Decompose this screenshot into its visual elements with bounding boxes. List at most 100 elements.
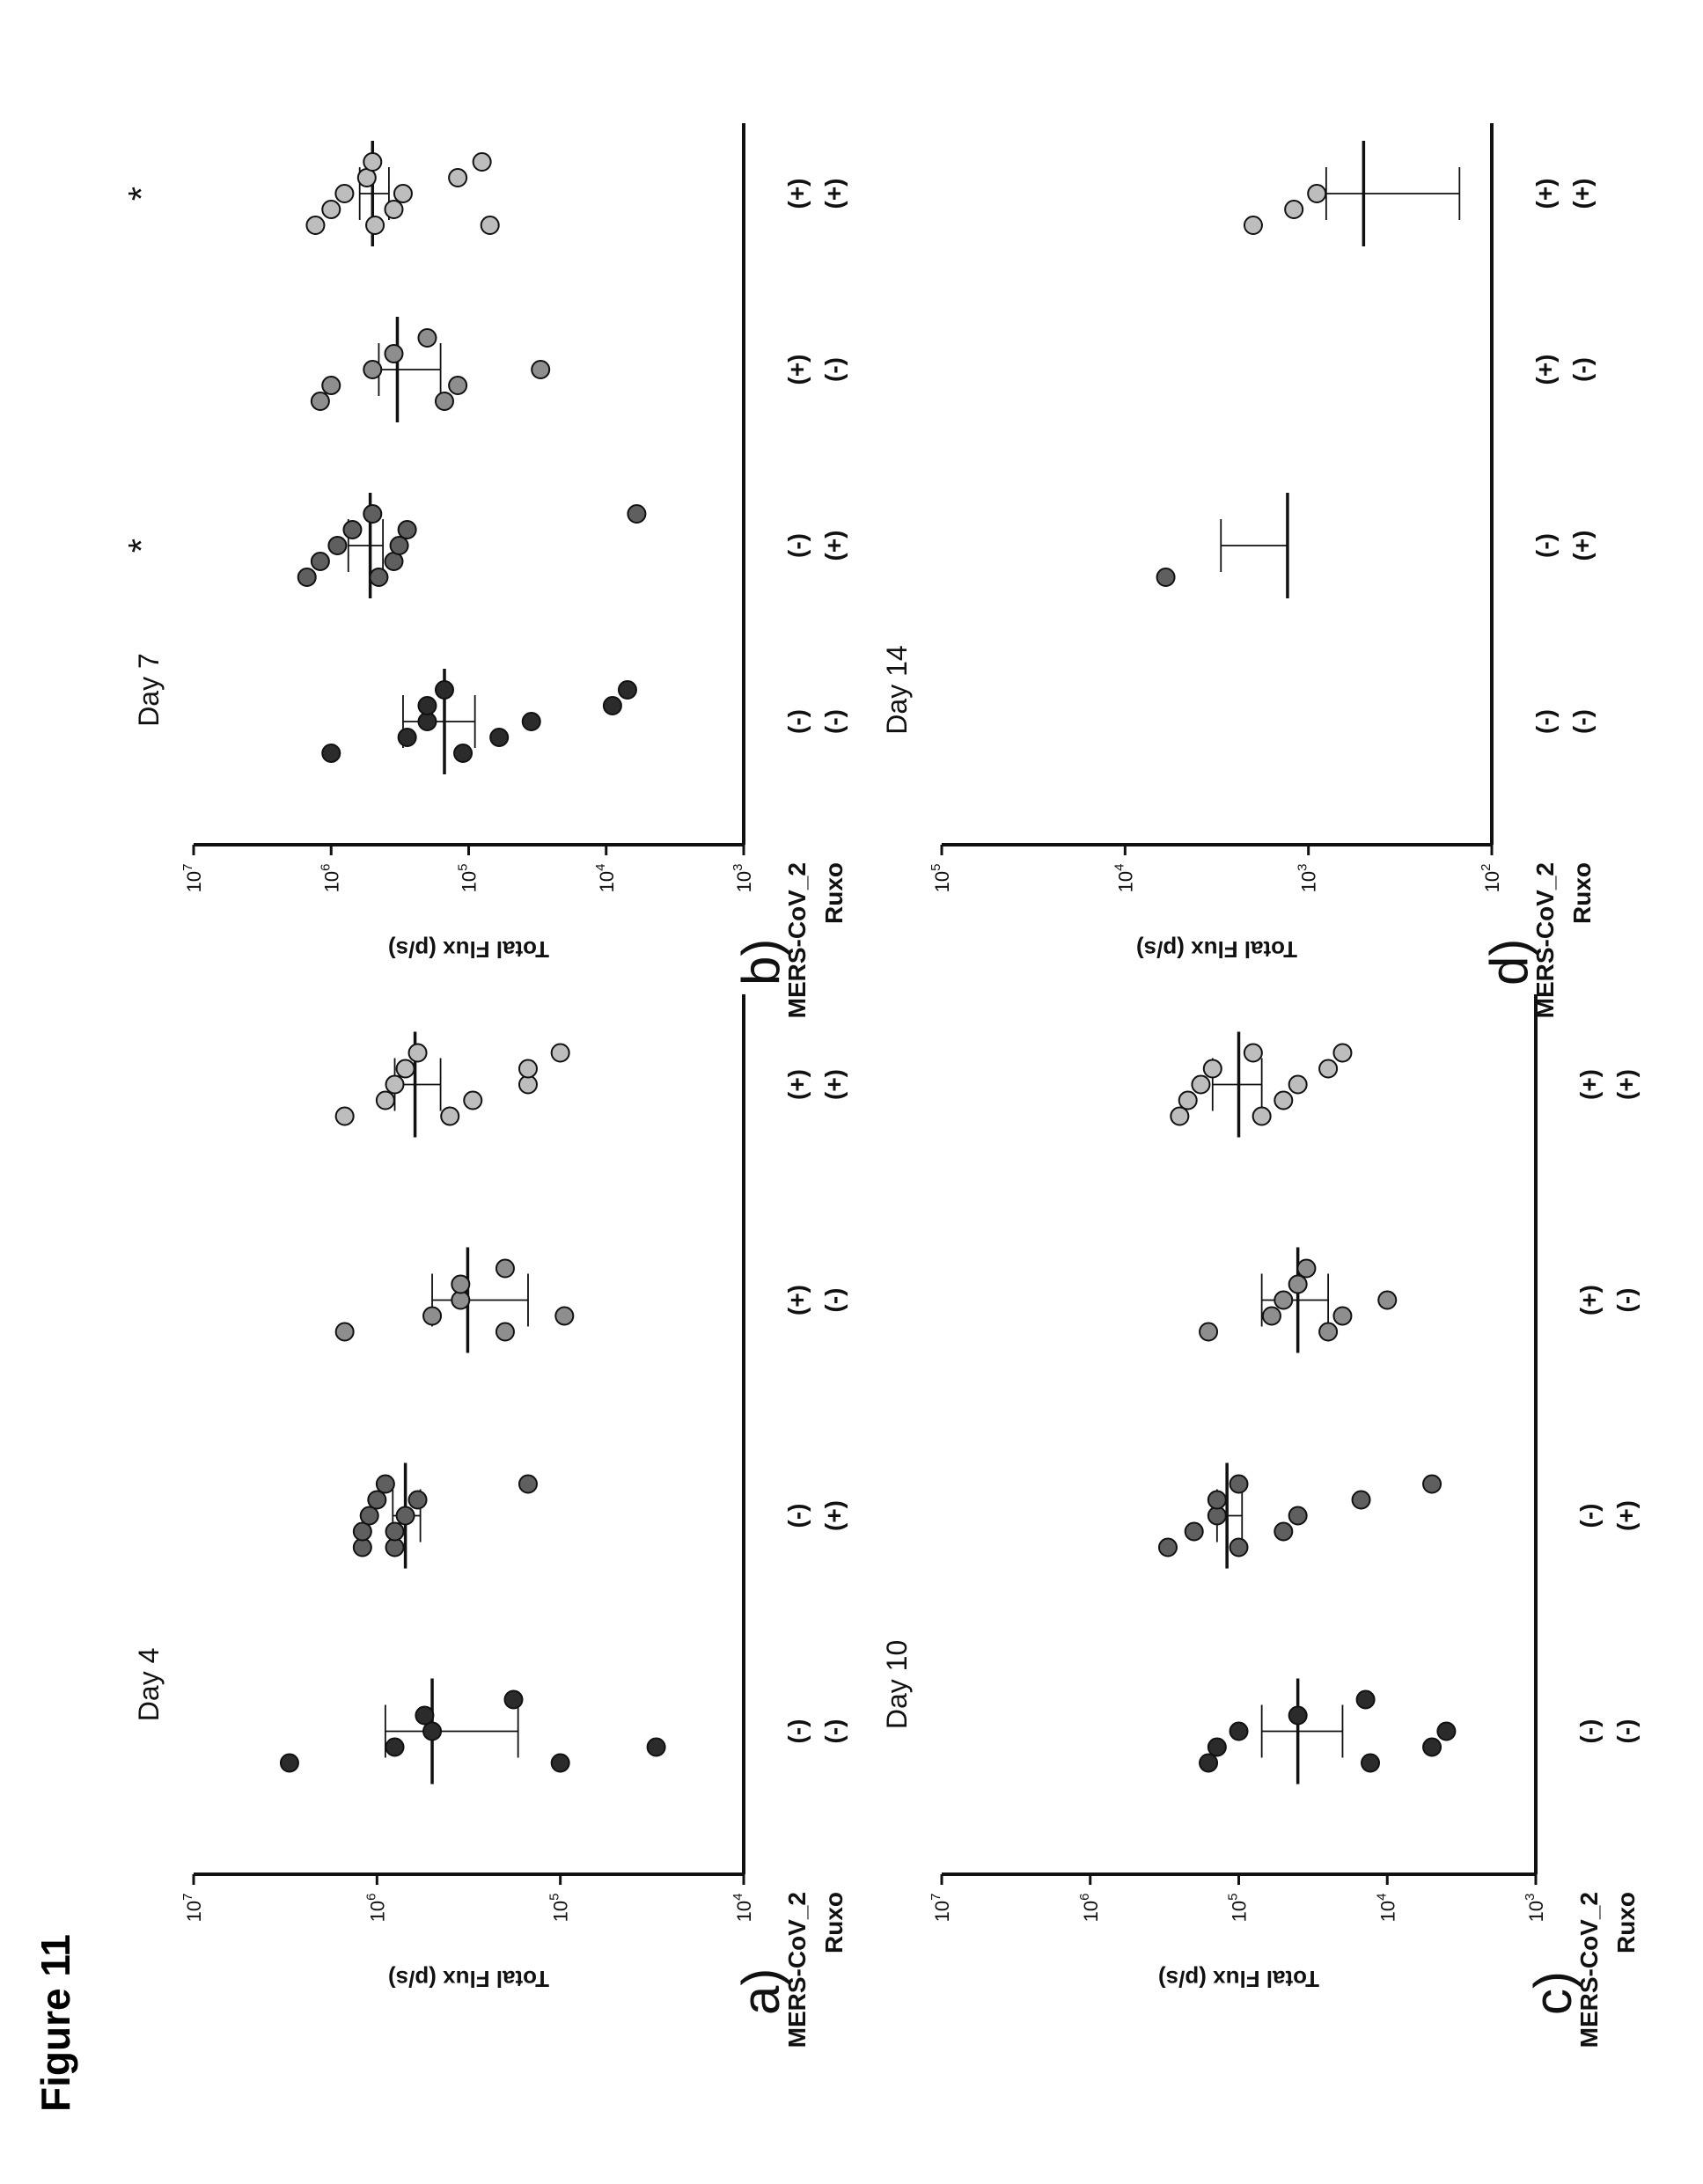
data-point [422,1306,443,1326]
row-label-ruxo: Ruxo [820,862,848,924]
ruxo-sign: (+) [1568,531,1596,561]
y-tick-label: 105 [547,1894,572,1923]
y-tick-label: 104 [1374,1894,1398,1923]
data-point [503,1689,524,1710]
data-point [375,1474,395,1494]
y-tick-label: 105 [929,864,953,893]
data-point [352,1521,372,1542]
mers-sign: (-) [783,1719,811,1744]
panel-a: 107 106 105 104 Total Flux (p/s) a) Day 4 MERS-… [133,994,848,2048]
significance-marker: * [121,187,162,201]
data-point [334,1322,355,1342]
data-point [367,1490,387,1510]
mers-sign: (+) [1531,179,1559,209]
data-point [1288,1705,1308,1726]
category-group: (-) (+) [1156,493,1596,598]
y-tick-label: 104 [1112,864,1136,893]
day-label: Day 4 [133,1648,165,1722]
y-tick-label: 106 [318,864,342,893]
data-point [1261,1306,1281,1326]
mers-sign: (+) [1575,1285,1603,1316]
row-label-ruxo: Ruxo [1612,1892,1640,1953]
y-tick-label: 107 [180,1894,205,1923]
data-point [385,1737,405,1757]
data-point [356,168,377,187]
data-point [434,392,454,411]
data-point [1191,1074,1211,1095]
mers-sign: (+) [783,1069,811,1100]
category-group: (+) (-) [334,1247,848,1353]
data-point [518,1474,538,1494]
data-point [1436,1721,1457,1741]
mers-sign: (-) [1575,1719,1603,1744]
panel-letter: d) [1479,939,1538,986]
y-axis-label: Total Flux (p/s) [388,936,549,963]
category-group: (-) (+) [1157,1462,1640,1569]
data-point [310,552,330,571]
data-point [305,216,326,235]
data-point [1157,1537,1178,1557]
data-point [518,1059,538,1079]
row-label-mers: MERS-CoV_2 [1531,862,1559,1018]
y-axis-label: Total Flux (p/s) [388,1966,549,1992]
panel-letter: a) [731,1968,790,2015]
ruxo-sign: (+) [1612,1500,1640,1531]
data-point [1307,184,1327,203]
data-point [1377,1290,1398,1310]
data-point [1199,1322,1219,1342]
y-tick-label: 102 [1479,864,1503,893]
ruxo-sign: (+) [820,1069,848,1100]
panel-c: 107 106 105 104 103 Total Flux (p/s) c) Day 10 M… [881,994,1640,2048]
y-tick-label: 104 [593,864,618,893]
data-point [617,680,637,700]
data-point [397,520,417,539]
data-point [646,1737,666,1757]
ruxo-sign: (-) [1612,1288,1640,1313]
y-tick-label: 105 [1226,1894,1251,1923]
data-point [1229,1474,1249,1494]
data-point [365,216,385,235]
data-point [1170,1106,1190,1126]
data-point [279,1753,299,1773]
data-point [297,568,317,587]
data-point [1284,200,1304,219]
panel-letter: c) [1523,1971,1582,2015]
category-group: (-) (+) * [121,493,848,598]
data-point [1274,1521,1294,1542]
data-point [489,728,510,747]
category-group: (+) (-) [1199,1247,1640,1353]
data-point [415,1705,435,1726]
row-label-mers: MERS-CoV_2 [783,862,811,1018]
category-group: (+) (-) [310,317,848,422]
data-point [395,1506,415,1526]
data-point [334,1106,355,1126]
ruxo-sign: (+) [1568,179,1596,209]
data-point [1296,1258,1317,1279]
data-point [1207,1737,1227,1757]
data-point [602,696,622,715]
data-point [1274,1290,1294,1310]
row-label-ruxo: Ruxo [1568,862,1596,924]
row-label-ruxo: Ruxo [820,1892,848,1953]
ruxo-sign: (-) [820,709,848,734]
data-point [495,1258,515,1279]
category-group: (-) (-) [279,1678,848,1785]
data-point [363,504,383,524]
data-point [472,152,492,172]
data-point [385,1074,405,1095]
data-point [385,1521,405,1542]
day-label: Day 14 [881,645,913,734]
mers-sign: (-) [783,709,811,734]
category-group: (-) (-) [321,669,848,774]
data-point [1274,1090,1294,1110]
data-point [417,696,437,715]
data-point [1243,1043,1263,1063]
category-group: (-) (-) [1199,1678,1640,1785]
y-tick-label: 103 [730,864,755,893]
ruxo-sign: (-) [820,1719,848,1744]
day-label: Day 7 [133,653,165,727]
data-point [1361,1753,1381,1773]
y-axis-label: Total Flux (p/s) [1158,1966,1319,1992]
category-group: (+) (-) [1531,355,1596,385]
